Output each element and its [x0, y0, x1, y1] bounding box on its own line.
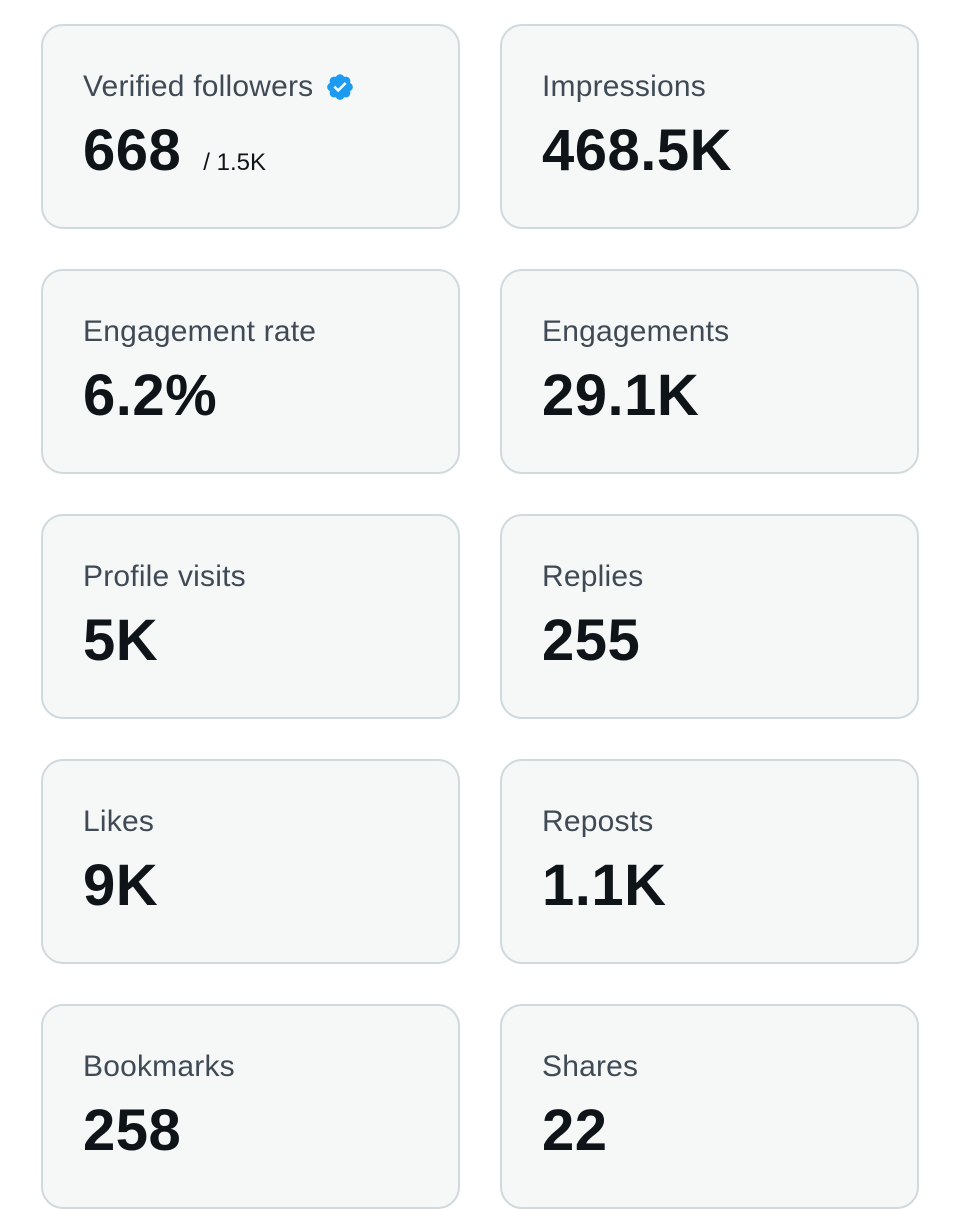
metric-label-row: Likes — [83, 803, 418, 841]
metric-label: Likes — [83, 805, 155, 838]
metric-card-reposts[interactable]: Reposts 1.1K — [500, 759, 919, 964]
metric-label-row: Replies — [542, 558, 877, 596]
metric-card-likes[interactable]: Likes 9K — [41, 759, 460, 964]
metric-label-row: Impressions — [542, 68, 877, 106]
metric-value: 668 — [83, 118, 182, 183]
metric-label: Impressions — [542, 70, 706, 103]
metrics-grid: Verified followers 668 / 1.5K Impression… — [41, 24, 919, 1209]
metric-card-replies[interactable]: Replies 255 — [500, 514, 919, 719]
metric-value-row: 5K — [83, 608, 418, 675]
metric-label-row: Verified followers — [83, 68, 418, 106]
metric-value: 29.1K — [542, 363, 700, 428]
metric-label: Replies — [542, 560, 644, 593]
metric-value-row: 255 — [542, 608, 877, 675]
metric-value: 258 — [83, 1098, 182, 1163]
metric-value: 5K — [83, 608, 159, 673]
metric-card-bookmarks[interactable]: Bookmarks 258 — [41, 1004, 460, 1209]
metric-value: 22 — [542, 1098, 608, 1163]
metric-card-shares[interactable]: Shares 22 — [500, 1004, 919, 1209]
metric-label-row: Shares — [542, 1048, 877, 1086]
metric-card-engagement-rate[interactable]: Engagement rate 6.2% — [41, 269, 460, 474]
metric-label: Engagement rate — [83, 315, 317, 348]
metric-label-row: Reposts — [542, 803, 877, 841]
metric-card-impressions[interactable]: Impressions 468.5K — [500, 24, 919, 229]
metric-value: 468.5K — [542, 118, 733, 183]
metric-label: Engagements — [542, 315, 730, 348]
metric-label-row: Profile visits — [83, 558, 418, 596]
metric-value-row: 668 / 1.5K — [83, 118, 418, 185]
metric-subvalue: / 1.5K — [203, 149, 266, 176]
metric-card-verified-followers[interactable]: Verified followers 668 / 1.5K — [41, 24, 460, 229]
metric-label-row: Engagements — [542, 313, 877, 351]
metric-value-row: 9K — [83, 853, 418, 920]
metric-value: 1.1K — [542, 853, 667, 918]
metric-value-row: 468.5K — [542, 118, 877, 185]
metric-value-row: 258 — [83, 1098, 418, 1165]
metric-label: Profile visits — [83, 560, 246, 593]
metric-value: 9K — [83, 853, 159, 918]
metric-label: Shares — [542, 1050, 639, 1083]
metric-label: Reposts — [542, 805, 654, 838]
metric-label-row: Bookmarks — [83, 1048, 418, 1086]
metric-value-row: 1.1K — [542, 853, 877, 920]
metric-value-row: 6.2% — [83, 363, 418, 430]
metric-value: 255 — [542, 608, 641, 673]
metric-value-row: 29.1K — [542, 363, 877, 430]
metric-card-engagements[interactable]: Engagements 29.1K — [500, 269, 919, 474]
metric-value-row: 22 — [542, 1098, 877, 1165]
metric-value: 6.2% — [83, 363, 218, 428]
metric-label-row: Engagement rate — [83, 313, 418, 351]
metric-label: Verified followers — [83, 70, 314, 103]
metric-card-profile-visits[interactable]: Profile visits 5K — [41, 514, 460, 719]
metric-label: Bookmarks — [83, 1050, 235, 1083]
verified-badge-icon — [327, 74, 354, 100]
